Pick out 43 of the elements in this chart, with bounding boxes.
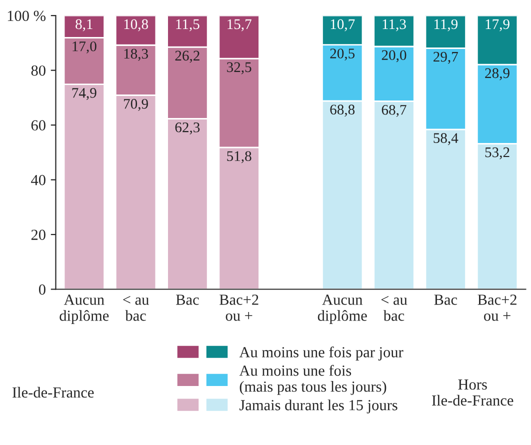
data-label: 29,7 — [434, 52, 458, 64]
text: Ile-de-France — [12, 386, 94, 398]
x-tick-label: < au bac — [381, 296, 408, 321]
data-label: 8,1 — [76, 19, 92, 32]
y-tick-label: 60 — [31, 120, 46, 130]
y-tick-label: 100 % — [8, 10, 46, 22]
data-label: 74,9 — [72, 88, 96, 100]
y-tick-label: 80 — [31, 65, 46, 76]
data-label: 10,7 — [330, 19, 355, 32]
x-tick-label: Bac+2 ou + — [478, 294, 516, 321]
x-tick-label: Aucun diplôme — [60, 294, 109, 324]
legend-label: Au moins une fois (mais pas tous les jours) — [239, 364, 386, 395]
data-label: 20,0 — [382, 50, 406, 62]
data-label: 70,9 — [124, 98, 148, 111]
data-label: 28,9 — [485, 68, 510, 80]
data-label: 15,7 — [228, 19, 252, 32]
legend-label: Au moins une fois par jour — [239, 346, 404, 360]
y-tick-label: 20 — [31, 230, 46, 240]
data-label: 17,0 — [72, 41, 96, 54]
data-label: 68,8 — [330, 104, 355, 117]
data-label: 18,3 — [124, 48, 148, 61]
data-label: 62,3 — [175, 122, 200, 134]
y-tick-label: 40 — [31, 174, 46, 186]
data-label: 51,8 — [227, 151, 252, 164]
text: Hors Ile-de-France — [432, 380, 514, 406]
x-tick-label: Bac — [176, 294, 199, 305]
data-label: 11,3 — [382, 19, 406, 32]
data-label: 26,2 — [175, 50, 200, 63]
data-label: 68,7 — [382, 104, 406, 117]
x-tick-label: < au bac — [123, 296, 149, 321]
x-tick-label: Bac — [434, 294, 458, 305]
legend-label: Jamais durant les 15 jours — [239, 400, 398, 414]
data-label: 11,5 — [176, 19, 200, 32]
x-tick-label: Bac+2 ou + — [220, 294, 258, 321]
data-label: 58,4 — [434, 133, 458, 146]
data-label: 53,2 — [485, 147, 510, 160]
data-label: 32,5 — [227, 62, 252, 74]
data-label: 10,8 — [124, 19, 148, 32]
y-tick-label: 0 — [38, 284, 46, 295]
x-tick-label: Aucun diplôme — [318, 294, 367, 324]
data-label: 17,9 — [486, 19, 510, 32]
data-label: 11,9 — [434, 19, 458, 32]
data-label: 20,5 — [330, 48, 355, 61]
